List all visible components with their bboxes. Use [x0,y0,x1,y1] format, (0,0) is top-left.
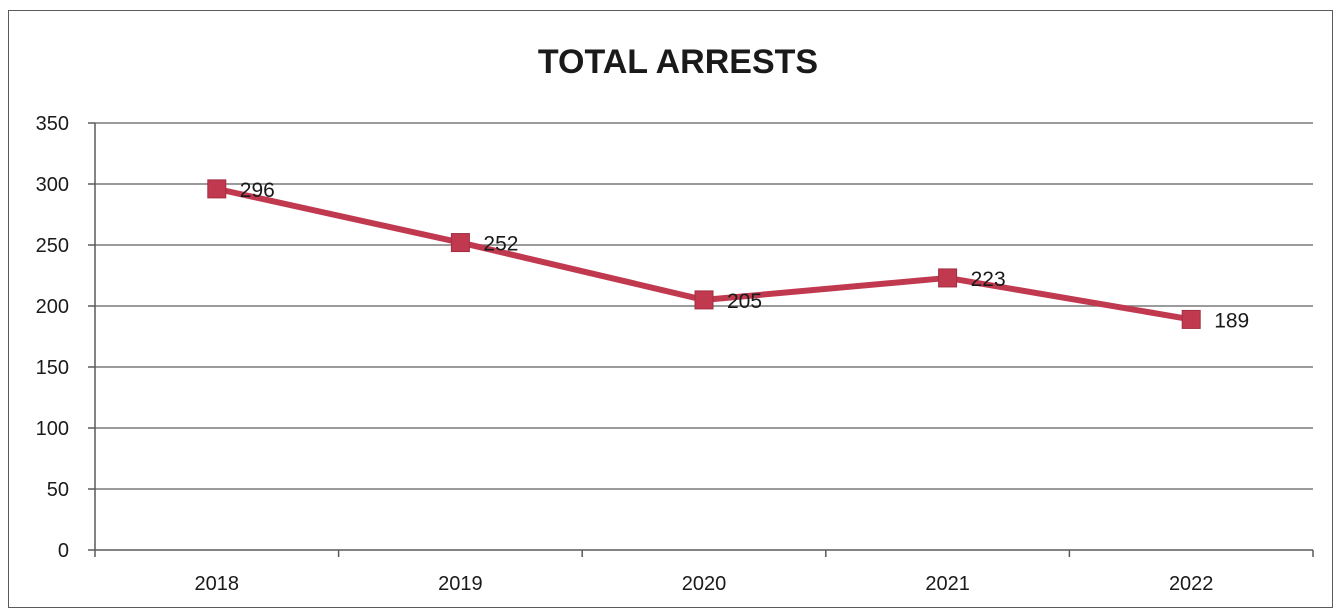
data-label: 189 [1214,309,1249,332]
data-label: 205 [727,290,762,313]
data-point-marker [1181,309,1201,329]
x-tick-label: 2021 [925,573,970,595]
y-tick-label: 250 [36,235,69,257]
y-tick-label: 50 [47,479,69,501]
data-label: 296 [240,179,275,202]
axes [88,122,1314,557]
series-markers [207,179,1201,329]
y-tick-label: 100 [36,418,69,440]
y-tick-label: 350 [36,113,69,135]
data-point-marker [450,233,470,253]
data-point-marker [938,268,958,288]
x-tick-label: 2022 [1169,573,1214,595]
y-tick-label: 0 [58,540,69,562]
grid-lines [95,122,1313,490]
y-tick-label: 200 [36,296,69,318]
x-axis-ticks: 2018 2019 2020 2021 2022 [195,573,1214,595]
x-tick-label: 2018 [195,573,240,595]
data-point-marker [207,179,227,199]
x-tick-label: 2019 [438,573,483,595]
y-tick-label: 300 [36,174,69,196]
chart-title: TOTAL ARRESTS [538,43,818,81]
y-axis-ticks: 0 50 100 150 200 250 300 350 [36,113,69,562]
data-point-marker [694,290,714,310]
x-tick-label: 2020 [682,573,727,595]
y-tick-label: 150 [36,357,69,379]
data-label: 252 [483,233,518,256]
data-labels: 296 252 205 223 189 [240,179,1249,333]
data-label: 223 [971,268,1006,291]
